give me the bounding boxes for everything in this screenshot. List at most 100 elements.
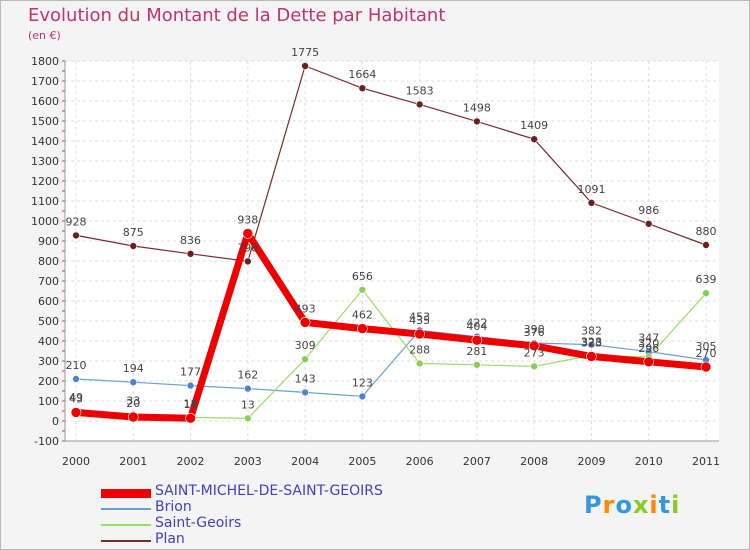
data-label: 320 bbox=[638, 337, 659, 350]
series-point bbox=[301, 62, 309, 70]
legend-label: SAINT-MICHEL-DE-SAINT-GEOIRS bbox=[155, 483, 383, 499]
data-label: 1583 bbox=[406, 84, 434, 97]
series-point bbox=[415, 359, 424, 368]
x-tick-label: 2004 bbox=[291, 455, 319, 468]
data-label: 123 bbox=[352, 376, 373, 389]
series-point bbox=[530, 362, 538, 371]
x-tick-label: 2001 bbox=[119, 455, 147, 468]
series-point bbox=[244, 257, 252, 266]
logo-letter: x bbox=[632, 491, 650, 519]
data-label: 288 bbox=[409, 343, 430, 356]
data-label: 328 bbox=[581, 335, 602, 348]
data-label: 390 bbox=[524, 323, 545, 336]
data-label: 798 bbox=[237, 241, 258, 254]
series-point bbox=[358, 285, 367, 294]
x-tick-label: 2007 bbox=[463, 455, 491, 468]
data-label: 938 bbox=[237, 213, 258, 226]
y-tick-label: 400 bbox=[38, 335, 59, 348]
series-point bbox=[186, 381, 195, 390]
data-label: 435 bbox=[409, 314, 430, 327]
legend-label: Saint-Geoirs bbox=[155, 515, 242, 531]
x-tick-label: 2002 bbox=[177, 455, 205, 468]
data-label: 928 bbox=[66, 215, 87, 228]
series-point bbox=[72, 231, 80, 240]
x-tick-label: 2010 bbox=[635, 455, 663, 468]
series-point bbox=[357, 323, 368, 334]
data-label: 177 bbox=[180, 366, 201, 379]
y-tick-label: 1400 bbox=[31, 135, 59, 148]
data-label: 18 bbox=[184, 397, 198, 410]
data-label: 880 bbox=[696, 225, 717, 238]
series-point bbox=[301, 355, 309, 364]
logo-letter: t bbox=[658, 491, 672, 519]
data-label: 639 bbox=[696, 273, 717, 286]
series-point bbox=[129, 242, 138, 250]
data-label: 493 bbox=[295, 302, 316, 315]
data-label: 270 bbox=[696, 347, 717, 360]
logo-letter: P bbox=[584, 491, 603, 519]
data-label: 305 bbox=[696, 340, 717, 353]
series-point bbox=[244, 414, 252, 423]
data-label: 281 bbox=[466, 345, 487, 358]
legend-swatch bbox=[101, 488, 151, 498]
x-tick-label: 2006 bbox=[406, 455, 434, 468]
data-label: 462 bbox=[352, 309, 373, 322]
legend-label: Plan bbox=[155, 531, 185, 547]
series-point bbox=[70, 407, 82, 418]
data-label: 210 bbox=[66, 359, 87, 372]
series-point bbox=[129, 378, 138, 387]
y-tick-label: 1500 bbox=[31, 115, 59, 128]
data-label: 382 bbox=[581, 325, 602, 338]
series-point bbox=[528, 340, 540, 352]
logo-letter: i bbox=[649, 491, 659, 519]
series-point bbox=[702, 289, 710, 298]
y-tick-label: 1200 bbox=[31, 175, 59, 188]
series-point bbox=[244, 384, 252, 393]
series-point bbox=[415, 100, 424, 109]
x-tick-label: 2003 bbox=[234, 455, 262, 468]
proxiti-logo: Proxiti bbox=[584, 491, 680, 519]
series-point bbox=[358, 392, 367, 401]
legend-swatch bbox=[101, 540, 151, 542]
line-chart: -100 0 100 200 300 400 500 600 700 800 900 1000 1100… bbox=[31, 46, 720, 468]
y-tick-label: 200 bbox=[38, 375, 59, 388]
series-line bbox=[72, 229, 710, 422]
chart-unit: (en €) bbox=[28, 29, 61, 42]
data-label: 836 bbox=[180, 234, 201, 247]
y-tick-label: 900 bbox=[38, 235, 59, 248]
data-label: 33 bbox=[126, 394, 140, 407]
data-label: 1775 bbox=[291, 46, 319, 59]
y-tick-label: 700 bbox=[38, 275, 59, 288]
data-label: 453 bbox=[409, 310, 430, 323]
y-tick-label: 1100 bbox=[31, 195, 59, 208]
series-point bbox=[358, 84, 367, 92]
y-tick-label: 1700 bbox=[31, 75, 59, 88]
x-tick-label: 2008 bbox=[520, 455, 548, 468]
legend-swatch bbox=[101, 508, 151, 510]
y-tick-label: 800 bbox=[38, 255, 59, 268]
series-point bbox=[185, 412, 196, 424]
series-line bbox=[75, 329, 707, 398]
series-point bbox=[587, 199, 596, 207]
series-point bbox=[587, 340, 596, 349]
series-point bbox=[471, 334, 483, 346]
legend-label: Brion bbox=[155, 499, 192, 515]
data-label: 323 bbox=[581, 336, 602, 349]
series-point bbox=[473, 360, 481, 369]
data-label: 309 bbox=[295, 339, 316, 352]
y-tick-label: 600 bbox=[38, 295, 59, 308]
logo-letter: o bbox=[615, 491, 633, 519]
series-point bbox=[127, 411, 139, 423]
x-tick-label: 2005 bbox=[348, 455, 376, 468]
data-label: 49 bbox=[69, 391, 83, 404]
y-tick-label: 500 bbox=[38, 315, 59, 328]
series-point bbox=[586, 351, 597, 362]
series-point bbox=[299, 317, 311, 328]
y-tick-label: 1000 bbox=[31, 215, 59, 228]
data-label: 14 bbox=[184, 398, 198, 411]
series-point bbox=[530, 135, 538, 143]
series-point bbox=[72, 375, 80, 383]
x-tick-label: 2000 bbox=[62, 455, 90, 468]
legend-swatch bbox=[101, 524, 151, 526]
